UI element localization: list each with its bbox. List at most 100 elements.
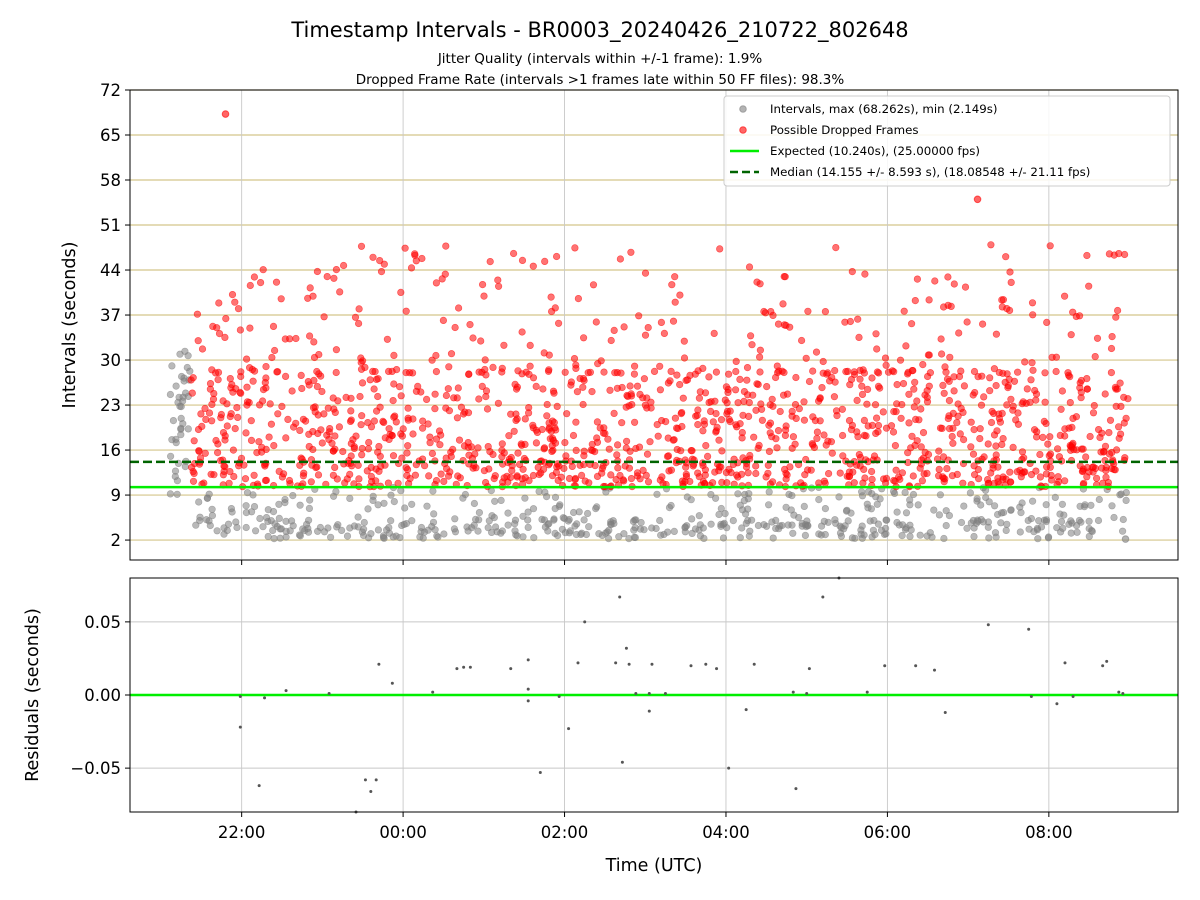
- dropped-frame-point: [763, 383, 771, 391]
- interval-point: [848, 534, 857, 542]
- dropped-frame-point: [640, 375, 649, 383]
- dropped-frame-point: [724, 370, 733, 378]
- dropped-frame-point: [449, 445, 457, 454]
- dropped-frame-point: [995, 410, 1003, 418]
- dropped-frame-point: [828, 373, 836, 382]
- dropped-frame-point: [257, 279, 265, 287]
- dropped-frame-point: [215, 299, 223, 307]
- residual-point: [986, 623, 990, 627]
- dropped-frame-point: [774, 427, 783, 435]
- dropped-frame-point: [664, 452, 673, 460]
- legend-median-label: Median (14.155 +/- 8.593 s), (18.08548 +…: [770, 165, 1090, 179]
- interval-point: [233, 523, 241, 532]
- interval-point: [475, 508, 484, 517]
- dropped-frame-point: [432, 351, 440, 360]
- dropped-frame-point: [572, 364, 580, 373]
- interval-point: [990, 502, 999, 510]
- dropped-frame-point: [525, 404, 533, 412]
- dropped-frame-point: [890, 476, 898, 485]
- dropped-frame-point: [996, 418, 1005, 426]
- dropped-frame-point: [892, 408, 900, 416]
- dropped-frame-point: [881, 354, 890, 362]
- interval-point: [167, 452, 175, 460]
- residual-point: [257, 784, 261, 788]
- dropped-frame-point: [1117, 402, 1125, 411]
- interval-point: [429, 518, 438, 526]
- dropped-frame-point: [937, 350, 946, 358]
- dropped-frame-point: [1041, 369, 1049, 377]
- dropped-frame-point: [1083, 251, 1091, 260]
- dropped-frame-point: [992, 442, 1000, 450]
- dropped-frame-point: [657, 318, 666, 327]
- dropped-frame-point: [804, 307, 812, 315]
- interval-point: [831, 519, 840, 527]
- dropped-frame-point: [748, 341, 756, 349]
- dropped-frame-point: [350, 444, 358, 453]
- dropped-frame-point: [921, 448, 929, 457]
- dropped-frame-point: [355, 305, 363, 313]
- dropped-frame-point: [712, 368, 721, 376]
- dropped-frame-point: [188, 389, 196, 397]
- dropped-frame-point: [676, 291, 684, 299]
- interval-point: [390, 498, 398, 506]
- dropped-frame-point: [313, 267, 322, 276]
- dropped-frame-point: [529, 424, 537, 432]
- interval-point: [551, 505, 559, 513]
- dropped-frame-point: [1120, 250, 1129, 259]
- interval-point: [558, 525, 567, 533]
- dropped-frame-point: [1057, 405, 1065, 413]
- dropped-frame-point: [1002, 253, 1010, 261]
- interval-point: [906, 532, 914, 541]
- dropped-frame-point: [622, 403, 630, 411]
- dropped-frame-point: [854, 433, 862, 441]
- dropped-frame-point: [330, 405, 338, 413]
- dropped-frame-point: [591, 462, 599, 470]
- dropped-frame-point: [734, 473, 742, 481]
- dropped-frame-point: [513, 472, 521, 480]
- residual-point: [1027, 627, 1031, 631]
- dropped-frame-point: [436, 441, 444, 449]
- dropped-frame-point: [923, 469, 931, 478]
- interval-point: [1087, 501, 1095, 509]
- residual-point: [557, 694, 561, 698]
- dropped-frame-point: [518, 256, 527, 265]
- dropped-frame-point: [745, 263, 754, 271]
- dropped-frame-point: [917, 405, 925, 413]
- dropped-frame-point: [532, 439, 541, 447]
- dropped-frame-point: [673, 445, 681, 454]
- interval-point: [524, 523, 532, 532]
- dropped-frame-point: [209, 395, 218, 403]
- dropped-frame-point: [986, 387, 994, 395]
- dropped-frame-point: [892, 466, 900, 474]
- dropped-frame-point: [1108, 333, 1116, 341]
- dropped-frame-point: [1107, 344, 1116, 353]
- dropped-frame-point: [1101, 390, 1109, 398]
- residual-point: [807, 667, 811, 671]
- dropped-frame-point: [249, 377, 257, 385]
- interval-point: [417, 523, 426, 532]
- interval-point: [985, 534, 993, 542]
- dropped-frame-point: [970, 471, 979, 479]
- interval-point: [631, 533, 640, 542]
- interval-point: [387, 491, 395, 499]
- residual-point: [363, 778, 367, 782]
- notable-point: [1121, 535, 1130, 543]
- dropped-frame-point: [585, 479, 593, 487]
- dropped-frame-point: [483, 405, 492, 413]
- dropped-frame-point: [643, 404, 651, 412]
- interval-point: [869, 526, 878, 534]
- dropped-frame-point: [442, 391, 451, 400]
- dropped-frame-point: [543, 400, 551, 409]
- dropped-frame-point: [842, 368, 850, 376]
- interval-point: [1042, 501, 1050, 509]
- dropped-frame-point: [710, 329, 718, 338]
- dropped-frame-point: [390, 380, 398, 388]
- interval-point: [914, 501, 922, 509]
- interval-point: [173, 490, 181, 498]
- dropped-frame-point: [499, 478, 507, 486]
- interval-point: [715, 510, 723, 519]
- dropped-frame-point: [838, 405, 847, 413]
- interval-point: [764, 501, 773, 509]
- dropped-frame-point: [548, 442, 556, 450]
- dropped-frame-point: [513, 415, 521, 423]
